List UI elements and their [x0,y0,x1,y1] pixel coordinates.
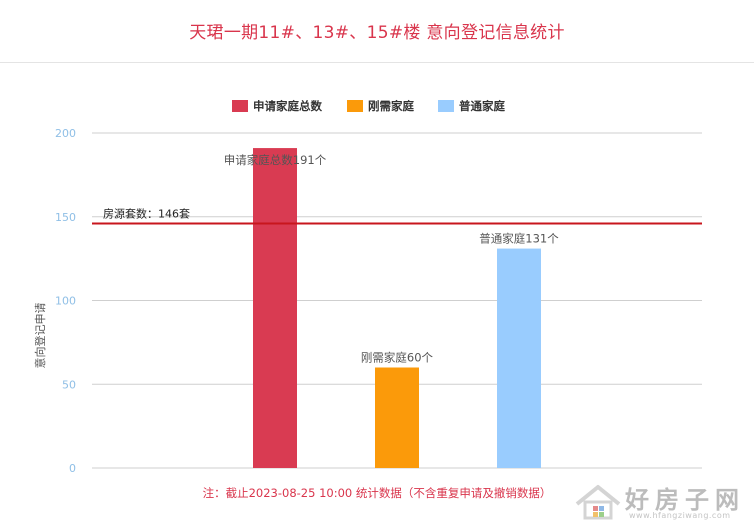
footnote: 注：截止2023-08-25 10:00 统计数据（不含重复申请及撤销数据） [202,486,552,500]
bar-label-0: 申请家庭总数191个 [224,153,327,167]
bar-label-1: 刚需家庭60个 [361,351,434,365]
legend-label-1: 刚需家庭 [368,99,414,113]
house-icon [575,485,621,520]
legend[interactable]: 申请家庭总数 刚需家庭 普通家庭 [232,99,505,113]
reference-line: 房源套数：146套 [92,206,702,225]
y-tick-100: 100 [55,295,76,308]
y-tick-50: 50 [62,378,76,391]
y-tick-200: 200 [55,127,76,140]
bars [253,148,541,468]
reference-line-label: 房源套数：146套 [103,206,190,220]
y-tick-0: 0 [69,462,76,475]
bar-2 [497,248,541,468]
title-divider [0,62,754,63]
legend-swatch-0 [232,100,248,112]
legend-swatch-2 [438,100,454,112]
bar-0 [253,148,297,468]
legend-item-1[interactable]: 刚需家庭 [347,99,414,113]
bar-1 [375,367,419,468]
watermark-logo: 好房子网 www.hfangziwang.com [573,478,749,524]
bar-label-2: 普通家庭131个 [479,232,559,246]
page-title: 天珺一期11#、13#、15#楼 意向登记信息统计 [189,23,565,43]
watermark-url: www.hfangziwang.com [629,511,731,520]
y-tick-labels: 0 50 100 150 200 [55,127,76,475]
legend-label-2: 普通家庭 [459,99,505,113]
y-axis-label: 意向登记申请 [33,303,47,369]
watermark-text: 好房子网 [625,485,745,514]
legend-item-0[interactable]: 申请家庭总数 [232,99,322,113]
bar-chart: 申请家庭总数 刚需家庭 普通家庭 0 50 100 150 200 意向登记申请 申请家庭总… [33,99,702,475]
y-tick-150: 150 [55,211,76,224]
legend-swatch-1 [347,100,363,112]
legend-item-2[interactable]: 普通家庭 [438,99,505,113]
legend-label-0: 申请家庭总数 [253,99,322,113]
